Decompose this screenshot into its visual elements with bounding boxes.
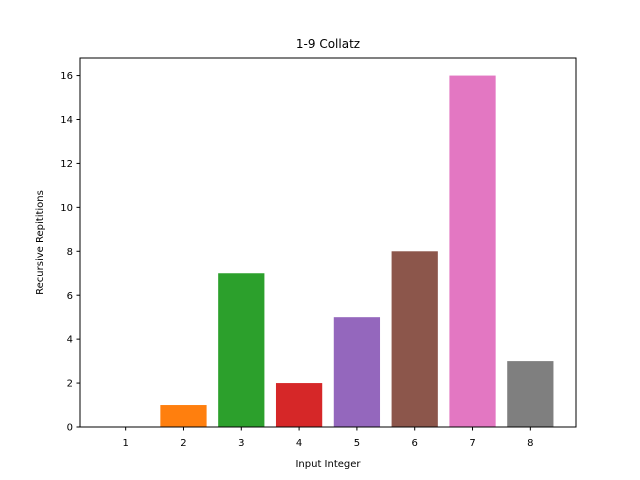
bar-2 [160,405,207,427]
y-ticks-group: 0 2 4 6 8 10 12 14 16 [60,71,80,434]
x-tick-label: 8 [527,438,533,449]
x-tick-label: 3 [238,438,244,449]
bar-3 [218,273,265,427]
y-tick-label: 10 [60,203,73,214]
bar-4 [275,383,323,427]
bar-8 [507,361,554,427]
plot-frame [79,57,577,428]
x-tick-label: 6 [412,438,418,449]
x-tick-label: 7 [469,438,475,449]
y-tick-label: 4 [67,335,73,346]
x-tick-label: 4 [296,438,302,449]
chart-title: 1-9 Collatz [296,37,360,51]
y-tick-label: 14 [60,115,73,126]
y-tick-label: 2 [67,379,73,390]
y-tick-label: 8 [67,247,73,258]
x-tick-label: 2 [180,438,186,449]
y-tick-label: 0 [67,423,73,434]
x-axis-label: Input Integer [295,459,361,470]
y-tick-label: 6 [67,291,73,302]
x-tick-label: 5 [354,438,360,449]
y-axis-label: Recursive Repititions [35,190,46,295]
bars-group [160,75,554,427]
x-ticks-group: 1 2 3 4 5 6 7 8 [122,427,534,449]
bar-7 [449,75,496,427]
bar-6 [391,251,438,427]
x-tick-label: 1 [122,438,128,449]
y-tick-label: 16 [60,71,73,82]
bar-5 [333,317,381,427]
y-tick-label: 12 [60,159,73,170]
